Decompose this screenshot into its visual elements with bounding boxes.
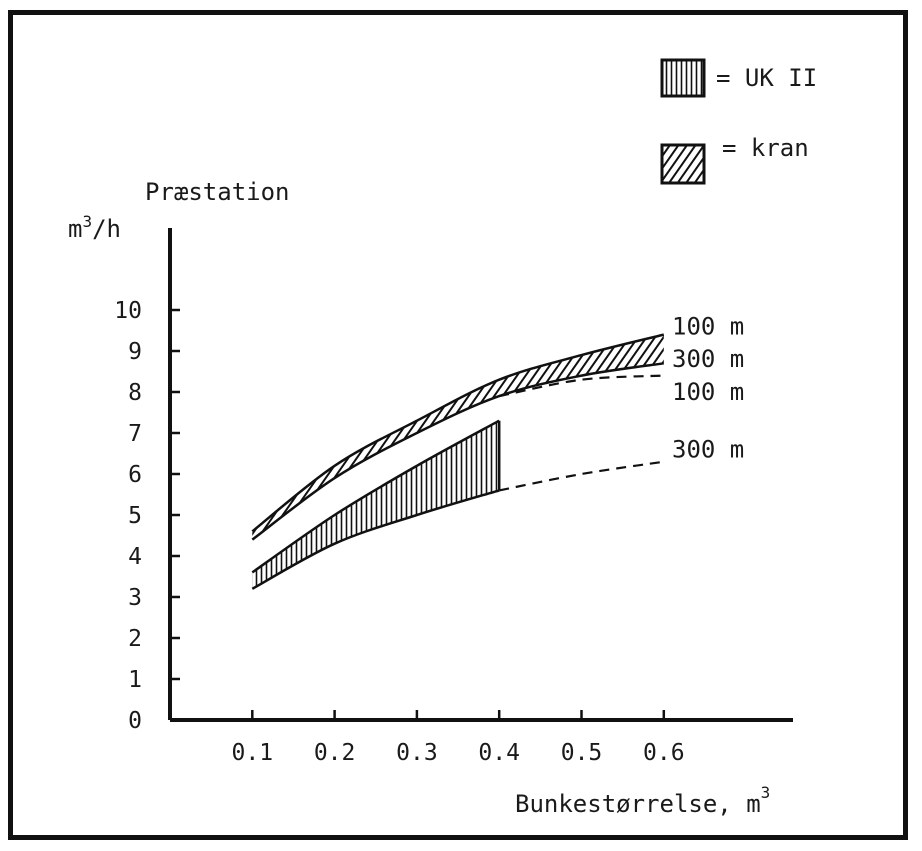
legend-swatch-ukii (660, 58, 706, 98)
band-ukii-lower-line (251, 489, 500, 590)
x-tick-label: 0.5 (561, 740, 603, 766)
curve-end-label: 300 m (672, 345, 744, 373)
band-kran-lower-line (251, 362, 664, 541)
y-tick-label: 2 (128, 626, 142, 652)
y-tick-label: 3 (128, 585, 142, 611)
curve-end-label: 300 m (672, 435, 744, 463)
x-axis-label: Bunkestørrelse, m3 (515, 783, 770, 818)
legend-label-ukii: = UK II (716, 64, 817, 92)
y-tick-label: 4 (128, 544, 142, 570)
legend: = UK II = kran (660, 58, 817, 185)
y-axis-unit: m3/h (68, 212, 121, 243)
x-tick-label: 0.3 (396, 740, 438, 766)
x-tick-label: 0.6 (643, 740, 685, 766)
legend-swatch-kran (660, 143, 706, 185)
band-kran-upper-line (251, 333, 665, 533)
y-tick-label: 9 (128, 339, 142, 365)
curve-end-label: 100 m (672, 378, 744, 406)
dashes-layer (498, 374, 664, 492)
band-kran (252, 334, 664, 540)
dashed-extension-line (498, 460, 664, 492)
dashed-extension-line (498, 374, 664, 398)
x-tick-label: 0.1 (232, 740, 274, 766)
y-tick-label: 1 (128, 667, 142, 693)
curve-end-label: 100 m (672, 312, 744, 340)
band-ukii (252, 420, 500, 589)
y-tick-label: 6 (128, 462, 142, 488)
y-tick-label: 7 (128, 421, 142, 447)
y-tick-label: 0 (128, 708, 142, 734)
chart-frame (8, 10, 908, 840)
y-tick-label: 5 (128, 503, 142, 529)
end-labels-layer: 100 m 300 m 100 m 300 m (672, 312, 744, 463)
legend-label-kran: = kran (722, 134, 809, 162)
y-tick-label: 10 (114, 298, 142, 324)
y-tick-label: 8 (128, 380, 142, 406)
bands-layer (251, 333, 665, 590)
ticks-layer: 0 1 2 3 4 5 6 7 8 9 10 0.1 0.2 0.3 0.4 0.5 0.6 (114, 298, 684, 766)
band-ukii-upper-line (251, 419, 500, 574)
x-tick-label: 0.2 (314, 740, 356, 766)
y-axis-label: Præstation (145, 178, 290, 206)
x-tick-label: 0.4 (478, 740, 520, 766)
